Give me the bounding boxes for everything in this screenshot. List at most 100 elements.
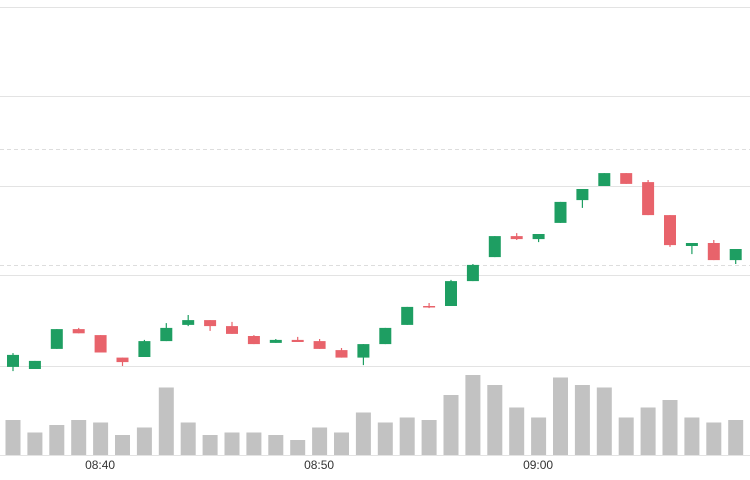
candle-up — [576, 189, 589, 208]
volume-bar — [421, 420, 437, 455]
candle-down — [664, 215, 676, 247]
candle-up — [532, 234, 545, 243]
candle-body — [401, 306, 414, 325]
volume-bar — [399, 417, 415, 455]
candle-body — [423, 306, 436, 308]
volume-bar — [49, 425, 65, 455]
candle-down — [94, 335, 107, 353]
volume-bar — [5, 420, 21, 455]
candle-body — [226, 326, 238, 334]
candle-body — [335, 350, 348, 358]
candle-down — [72, 327, 85, 334]
candle-body — [379, 327, 392, 345]
volume-bar — [662, 400, 678, 455]
candle-body — [664, 215, 676, 246]
candle-body — [94, 335, 107, 353]
candle-body — [598, 173, 611, 186]
candle-down — [335, 348, 348, 358]
candle-body — [269, 339, 282, 343]
volume-bar — [136, 427, 152, 455]
candle-body — [642, 182, 655, 216]
volume-bar — [312, 427, 328, 455]
volume-bar — [531, 417, 547, 455]
volume-bar — [355, 412, 371, 455]
candle-up — [729, 249, 742, 264]
volume-bar — [487, 385, 503, 455]
candle-body — [707, 243, 720, 261]
candle-up — [50, 329, 63, 349]
volume-bar — [377, 422, 393, 455]
volume-bar — [71, 420, 87, 455]
candle-body — [620, 173, 633, 184]
volume-bar — [268, 435, 284, 455]
candle-up — [7, 353, 19, 372]
volume-bar — [596, 387, 612, 455]
candle-body — [510, 236, 523, 240]
x-tick-label: 08:40 — [85, 458, 115, 472]
candle-up — [28, 360, 41, 369]
candle-up — [466, 264, 479, 282]
candle-body — [576, 189, 589, 201]
volume-bar — [202, 435, 218, 455]
candle-body — [182, 320, 195, 325]
candle-body — [72, 329, 85, 334]
candle-down — [707, 240, 720, 261]
volume-bar — [684, 417, 700, 455]
candle-up — [160, 323, 173, 342]
volume-bar — [509, 407, 525, 455]
volume-bar — [443, 395, 459, 455]
volume-bar — [728, 420, 744, 455]
candle-up — [401, 306, 414, 325]
candle-body — [729, 249, 742, 261]
candle-body — [313, 341, 326, 349]
candle-body — [116, 357, 129, 363]
candle-down — [116, 357, 129, 366]
candle-down — [423, 303, 436, 309]
volume-bar — [224, 432, 240, 455]
volume-bar — [640, 407, 656, 455]
x-tick-label: 09:00 — [523, 458, 553, 472]
candle-down — [642, 180, 655, 216]
candle-up — [445, 279, 457, 306]
candle-up — [554, 201, 567, 223]
candle-down — [291, 336, 304, 342]
volume-bar — [158, 387, 174, 455]
candle-body — [532, 234, 545, 240]
volume-bar — [706, 422, 722, 455]
candle-body — [50, 329, 63, 349]
candle-body — [204, 320, 217, 327]
candle-up — [685, 243, 698, 255]
candle-down — [226, 321, 238, 334]
volume-bar — [246, 432, 262, 455]
candle-body — [247, 336, 260, 345]
price-grid — [0, 7, 750, 456]
volume-bar — [27, 432, 43, 455]
candle-up — [138, 339, 151, 357]
candle-up — [379, 327, 392, 345]
candle-body — [445, 281, 457, 306]
volume-bar — [553, 377, 568, 455]
candle-down — [204, 320, 217, 331]
candle-down — [247, 335, 260, 345]
candle-body — [138, 341, 151, 357]
candle-body — [685, 243, 698, 246]
candle-up — [269, 339, 282, 343]
volume-bar — [618, 417, 634, 455]
candle-down — [313, 339, 326, 349]
candle-body — [7, 354, 19, 367]
volume-bar — [180, 422, 196, 455]
candle-up — [182, 315, 195, 327]
candle-body — [466, 264, 479, 282]
volume-bar — [465, 375, 481, 455]
candle-up — [357, 344, 370, 366]
x-axis-labels: 08:40 08:50 09:00 — [85, 458, 553, 472]
candles — [7, 173, 742, 372]
candle-body — [357, 344, 370, 358]
candle-body — [554, 201, 567, 223]
candle-up — [488, 236, 501, 258]
volume-bar — [93, 422, 109, 455]
x-tick-label: 08:50 — [304, 458, 334, 472]
volume-bar — [115, 435, 130, 455]
volume-bars — [5, 375, 744, 455]
